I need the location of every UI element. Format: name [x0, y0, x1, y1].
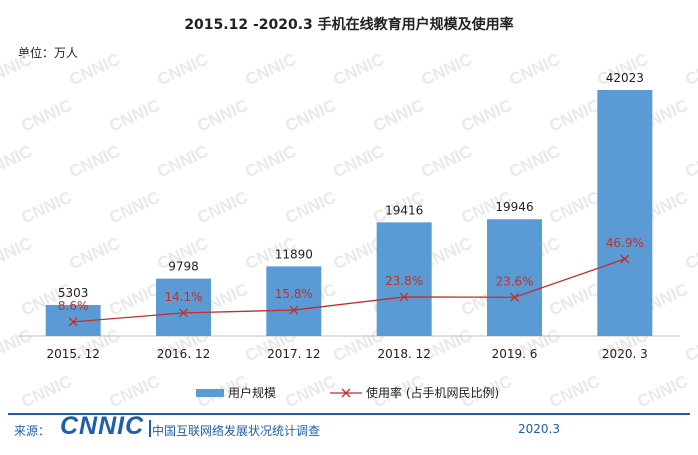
unit-label: 单位：万人	[18, 46, 79, 60]
chart-title: 2015.12 -2020.3 手机在线教育用户规模及使用率	[184, 17, 514, 33]
line-value-label: 8.6%	[58, 299, 89, 313]
footer-divider	[8, 413, 690, 415]
legend-bar-label: 用户规模	[228, 385, 276, 400]
report-date: 2020.3	[518, 422, 560, 436]
line-value-label: 23.6%	[495, 274, 533, 288]
line-value-label: 46.9%	[606, 236, 644, 250]
legend-line-label: 使用率 (占手机网民比例)	[366, 385, 499, 400]
legend-bar-swatch	[196, 389, 224, 397]
legend-line-marker	[341, 388, 351, 398]
x-tick-label: 2016. 12	[157, 347, 210, 361]
cnnic-logo: CNNIC	[60, 412, 145, 440]
line-point	[510, 292, 519, 302]
bar	[376, 222, 432, 336]
line-value-label: 15.8%	[275, 287, 313, 301]
line-point	[179, 308, 188, 318]
line-point	[68, 317, 78, 327]
bar	[487, 219, 542, 336]
line-value-label: 23.8%	[385, 274, 423, 288]
bar-value-label: 19416	[385, 203, 423, 217]
line-value-label: 14.1%	[164, 290, 202, 304]
x-tick-label: 2020. 3	[602, 347, 648, 361]
bar	[156, 278, 211, 336]
survey-name: 中国互联网络发展状况统计调查	[152, 424, 321, 438]
bar-value-label: 5303	[58, 286, 89, 300]
bar-value-label: 42023	[606, 71, 644, 85]
x-tick-label: 2019. 6	[492, 347, 538, 361]
bar-value-label: 19946	[495, 200, 533, 214]
x-tick-label: 2018. 12	[377, 347, 430, 361]
x-tick-label: 2017. 12	[267, 347, 320, 361]
bar-value-label: 11890	[275, 247, 313, 261]
line-point	[289, 305, 299, 315]
bar	[266, 266, 322, 336]
x-tick-label: 2015. 12	[46, 347, 99, 361]
line-point	[620, 254, 630, 264]
usage-rate-line	[73, 258, 626, 323]
bar-value-label: 9798	[168, 260, 199, 274]
bar	[597, 90, 653, 336]
line-point	[399, 292, 409, 302]
source-label: 来源：	[14, 424, 51, 438]
logo-separator	[149, 420, 151, 437]
